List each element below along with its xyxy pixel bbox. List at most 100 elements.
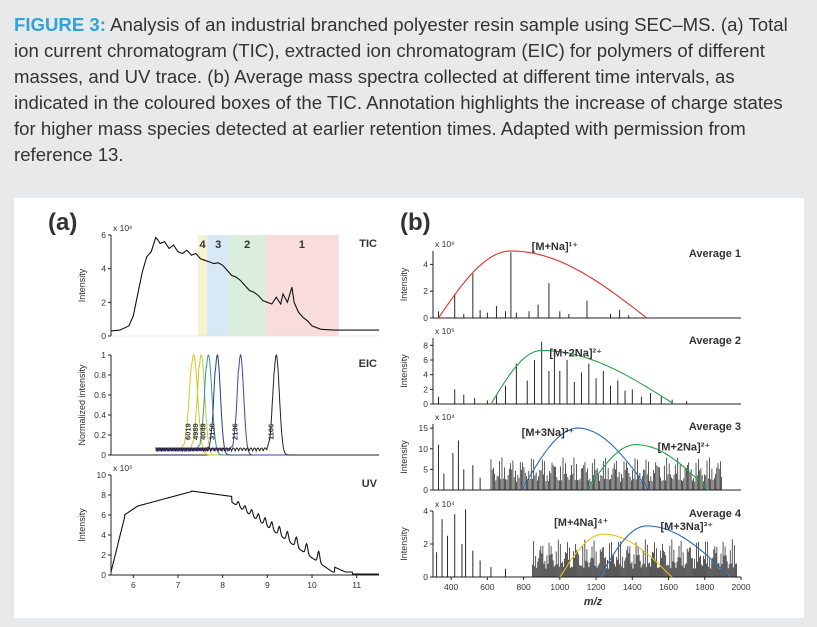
tic-region-1: [265, 235, 339, 336]
avg4-x-tick-label: 1800: [695, 582, 714, 592]
avg3-y-tick-label: 5: [423, 464, 428, 474]
avg4-envelope-label-0: [M+4Na]⁴⁺: [554, 517, 609, 529]
avg4-envelope-label-1: [M+3Na]³⁺: [661, 521, 714, 533]
avg2-y-tick-label: 2: [423, 384, 428, 394]
avg3-envelope-label-1: [M+2Na]²⁺: [658, 442, 711, 454]
uv-y-tick-label: 4: [101, 530, 106, 540]
eic-y-tick-label: 0.4: [94, 410, 106, 420]
uv-title: UV: [362, 478, 378, 490]
avg2-y-tick-label: 0: [423, 399, 428, 409]
eic-y-tick-label: 1: [101, 350, 106, 360]
avg3-y-tick-label: 15: [419, 423, 429, 433]
uv-x-tick-label: 7: [176, 580, 181, 590]
avg3-exponent: x 10⁴: [435, 412, 455, 422]
tic-region-label-4: 4: [200, 239, 207, 251]
eic-y-tick-label: 0: [101, 450, 106, 460]
avg4-x-tick-label: 2000: [732, 582, 751, 592]
avg2-y-tick-label: 4: [423, 370, 428, 380]
avg4-x-tick-label: 600: [480, 582, 494, 592]
avg4-envelope-1: [599, 525, 731, 578]
avg4-x-tick-label: 1000: [550, 582, 569, 592]
avg4-x-tick-label: 400: [444, 582, 458, 592]
tic-y-tick-label: 4: [101, 264, 106, 274]
eic-mass-label-6019: 6019: [184, 423, 193, 440]
tic-region-label-1: 1: [299, 239, 305, 251]
eic-mass-label-4049: 4049: [198, 423, 207, 440]
avg4-x-tick-label: 1600: [659, 582, 678, 592]
tic-trace: [110, 236, 379, 332]
avg3-y-tick-label: 0: [423, 485, 428, 495]
eic-peak-1106: [155, 353, 312, 456]
tic-region-3: [207, 235, 230, 336]
eic-mass-label-2136: 2136: [231, 423, 240, 440]
avg4-x-label: m/z: [584, 596, 603, 608]
uv-x-tick-label: 11: [352, 580, 361, 590]
uv-x-tick-label: 10: [307, 580, 317, 590]
eic-mass-label-1106: 1106: [266, 424, 275, 440]
avg3-title: Average 3: [689, 421, 741, 433]
avg4-x-tick-label: 800: [516, 582, 530, 592]
tic-region-4: [198, 235, 208, 336]
avg2-y-label: Intensity: [399, 354, 409, 388]
avg4-x-tick-label: 1400: [623, 582, 642, 592]
avg1-y-label: Intensity: [399, 267, 409, 301]
eic-mass-label-3156: 3156: [207, 423, 216, 440]
avg2-envelope-0: [490, 349, 675, 405]
avg4-envelope-0: [559, 533, 673, 578]
avg4-y-tick-label: 2: [423, 539, 428, 549]
uv-x-tick-label: 9: [265, 580, 270, 590]
uv-y-tick-label: 10: [97, 470, 107, 480]
tic-region-label-3: 3: [215, 239, 221, 251]
avg1-y-tick-label: 2: [423, 286, 428, 296]
avg2-exponent: x 10⁵: [435, 326, 455, 336]
eic-y-tick-label: 0.2: [94, 430, 106, 440]
uv-y-tick-label: 6: [101, 510, 106, 520]
avg1-title: Average 1: [689, 248, 741, 260]
eic-y-tick-label: 0.8: [94, 370, 106, 380]
tic-y-label: Intensity: [77, 268, 87, 302]
tic-y-tick-label: 6: [101, 230, 106, 240]
tic-region-label-2: 2: [244, 239, 250, 251]
tic-y-tick-label: 0: [101, 331, 106, 341]
uv-x-tick-label: 6: [131, 580, 136, 590]
figure-caption: FIGURE 3: Analysis of an industrial bran…: [14, 12, 804, 168]
eic-mass-label-4989: 4989: [191, 423, 200, 440]
avg3-y-label: Intensity: [399, 440, 409, 474]
avg1-envelope-0: [437, 250, 648, 319]
tic-y-tick-label: 2: [101, 297, 106, 307]
eic-y-label: Normalized intensity: [77, 364, 87, 446]
avg4-title: Average 4: [689, 508, 742, 520]
avg2-envelope-label-0: [M+2Na]²⁺: [549, 347, 602, 359]
avg1-exponent: x 10⁶: [435, 239, 455, 249]
uv-y-label: Intensity: [77, 508, 87, 542]
avg4-y-label: Intensity: [399, 527, 409, 561]
avg3-envelope-0: [521, 427, 650, 491]
avg1-y-tick-label: 4: [423, 259, 428, 269]
avg4-y-tick-label: 0: [423, 572, 428, 582]
avg2-title: Average 2: [689, 335, 741, 347]
uv-trace: [110, 490, 379, 575]
eic-title: EIC: [359, 358, 377, 370]
avg1-y-tick-label: 0: [423, 313, 428, 323]
panel-b-label: (b): [400, 209, 431, 236]
caption-text: Analysis of an industrial branched polye…: [14, 14, 788, 165]
avg4-y-tick-label: 4: [423, 506, 428, 516]
avg1-envelope-label-0: [M+Na]¹⁺: [532, 241, 579, 253]
avg3-envelope-1: [586, 444, 709, 491]
panel-a-label: (a): [48, 209, 77, 236]
avg3-envelope-label-0: [M+3Na]³⁺: [522, 427, 575, 439]
tic-title: TIC: [359, 238, 377, 250]
uv-x-tick-label: 8: [220, 580, 225, 590]
tic-region-2: [229, 235, 266, 336]
avg3-y-tick-label: 10: [419, 444, 429, 454]
avg4-x-tick-label: 1200: [587, 582, 606, 592]
avg4-exponent: x 10⁴: [435, 499, 455, 509]
uv-y-tick-label: 8: [101, 490, 106, 500]
uv-exponent: x 10⁵: [113, 463, 133, 473]
avg2-y-tick-label: 6: [423, 355, 428, 365]
uv-y-tick-label: 0: [101, 570, 106, 580]
eic-peak-2136: [155, 353, 312, 456]
avg2-y-tick-label: 8: [423, 340, 428, 350]
